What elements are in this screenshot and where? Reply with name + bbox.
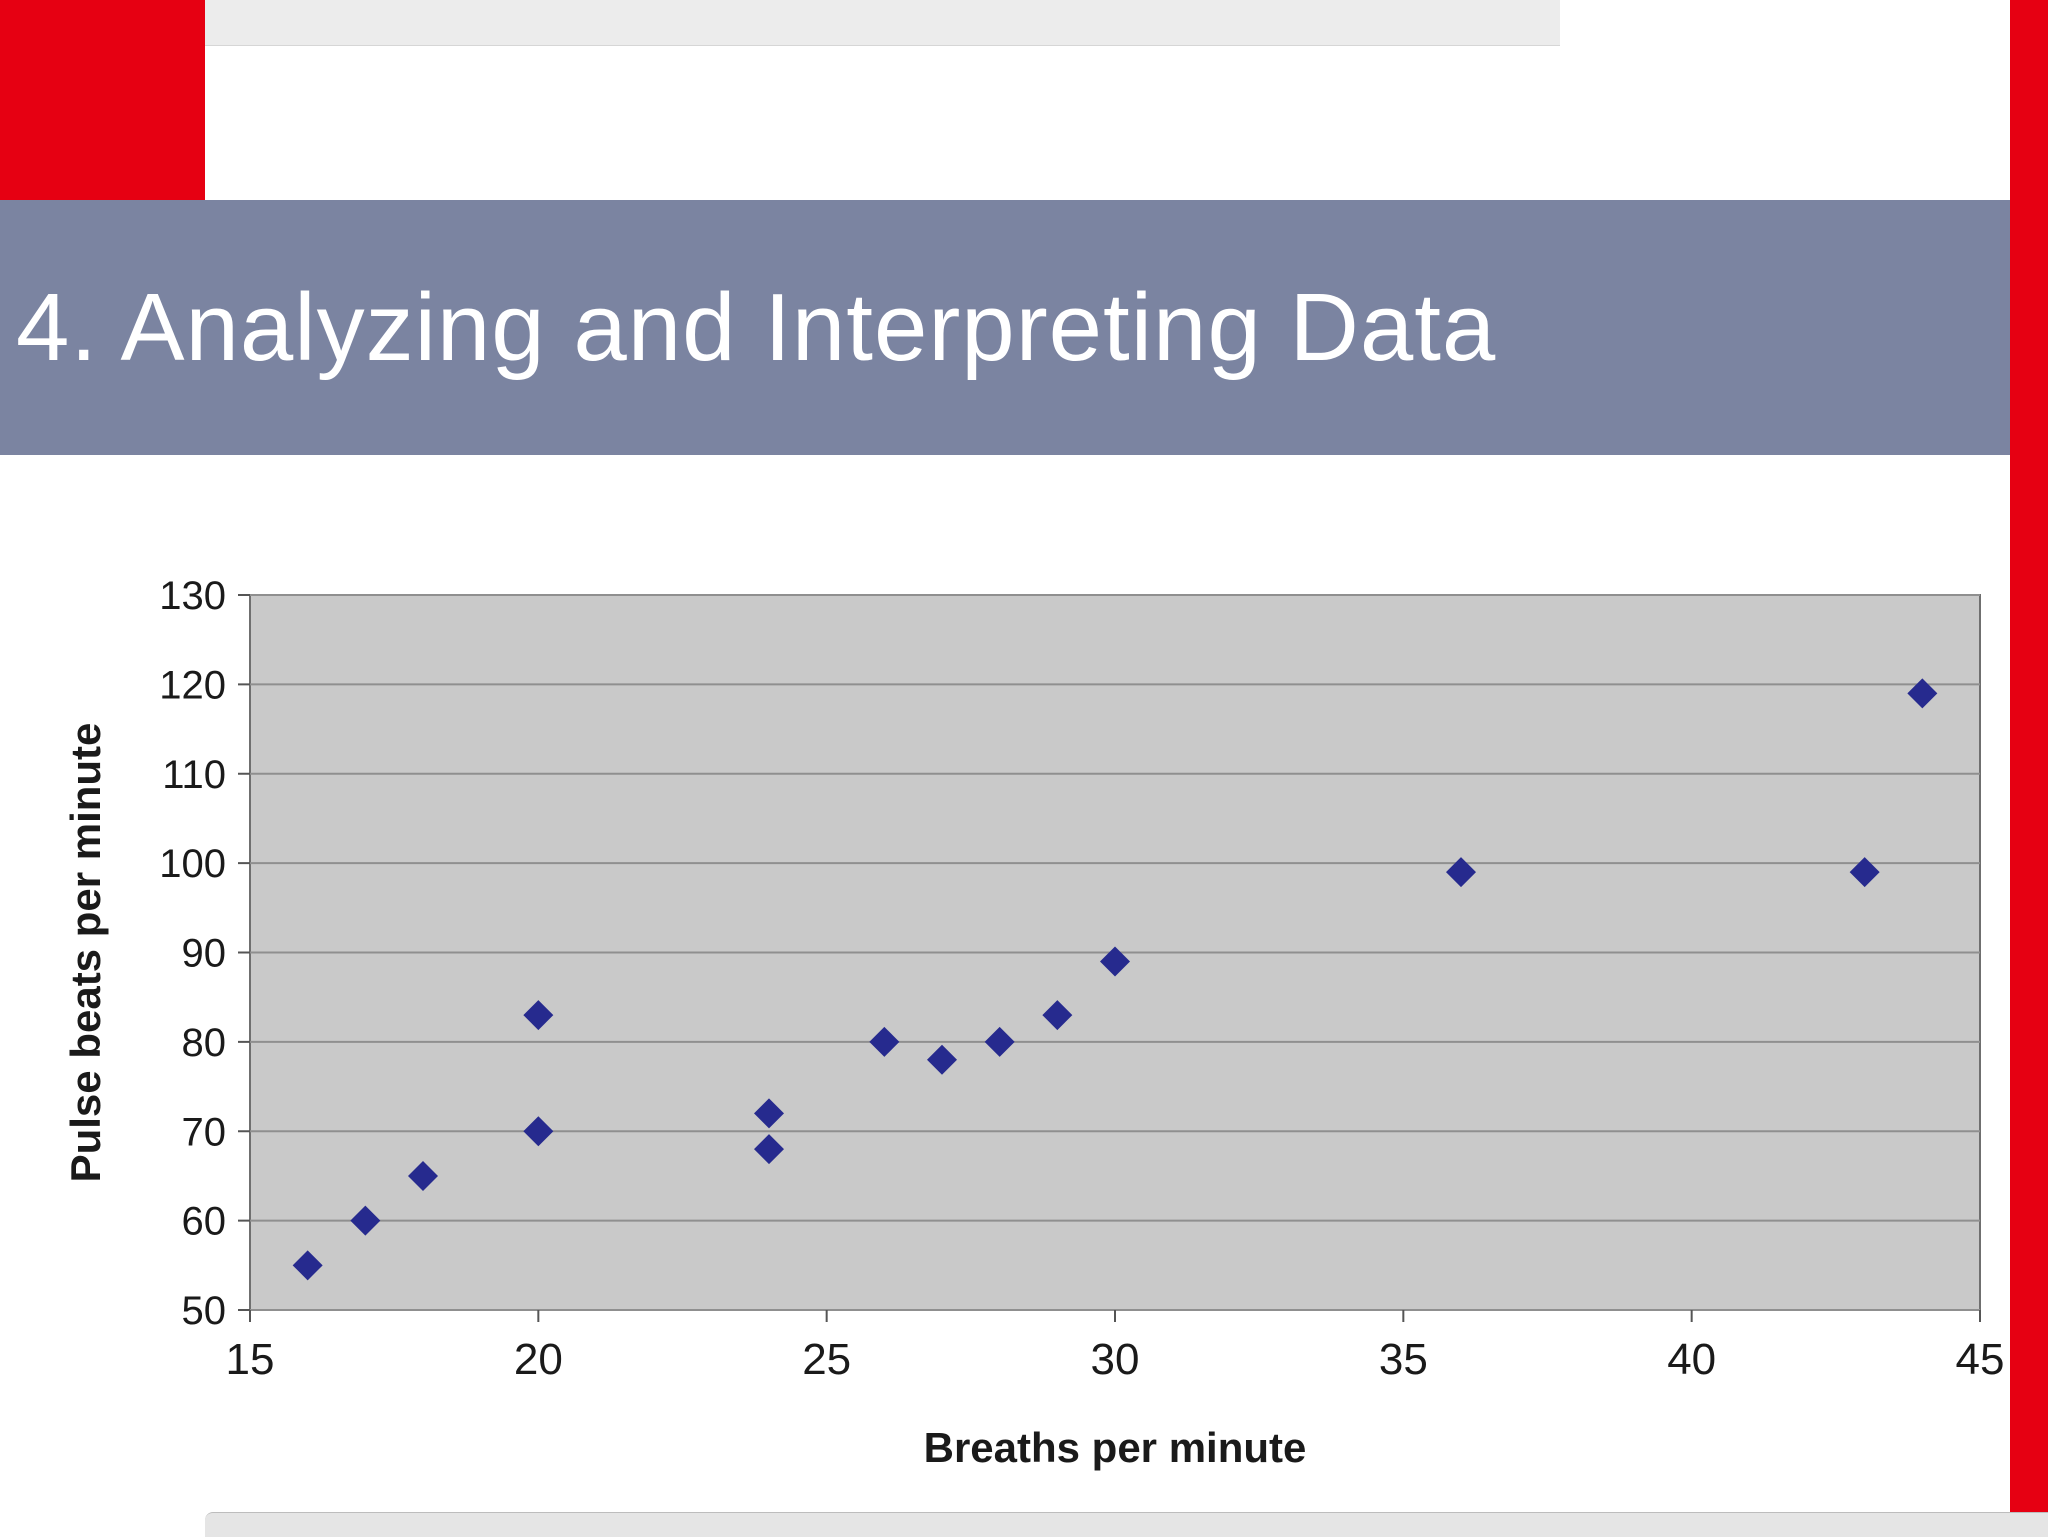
y-tick-label: 130 <box>159 574 226 618</box>
x-tick-label: 20 <box>514 1335 563 1384</box>
data-point <box>1907 678 1938 709</box>
data-point <box>754 1098 784 1129</box>
data-point <box>292 1250 323 1281</box>
data-point <box>523 1000 554 1031</box>
data-point <box>927 1044 957 1075</box>
data-point <box>408 1160 438 1191</box>
y-tick-label: 90 <box>182 932 227 976</box>
x-tick-label: 35 <box>1379 1335 1428 1384</box>
data-point <box>523 1116 554 1147</box>
data-point <box>1100 946 1130 977</box>
y-tick-label: 100 <box>159 842 226 886</box>
data-point <box>754 1134 784 1165</box>
y-tick-label: 70 <box>182 1110 227 1154</box>
top-edge-strip <box>205 0 1560 46</box>
x-tick-label: 40 <box>1667 1335 1716 1384</box>
x-tick-label: 25 <box>802 1335 851 1384</box>
red-right-edge <box>2010 0 2048 1536</box>
x-axis-title: Breaths per minute <box>924 1424 1307 1471</box>
y-tick-label: 80 <box>182 1021 227 1065</box>
y-tick-label: 110 <box>162 753 226 797</box>
slide-title-band: 4. Analyzing and Interpreting Data <box>0 200 2010 455</box>
red-accent-corner <box>0 0 205 200</box>
y-tick-label: 50 <box>182 1289 227 1333</box>
y-tick-label: 60 <box>182 1200 227 1244</box>
scatter-chart: 50 60 70 80 90 100 110 120 130 15 20 25 30 35 40 45 Brea… <box>0 455 2048 1536</box>
y-tick-label: 120 <box>159 663 226 707</box>
data-point <box>1849 857 1880 888</box>
x-tick-label: 30 <box>1091 1335 1140 1384</box>
y-axis-title: Pulse beats per minute <box>62 723 109 1183</box>
slide-title: 4. Analyzing and Interpreting Data <box>16 273 1497 381</box>
bottom-edge-strip <box>205 1512 2048 1537</box>
data-point <box>869 1026 900 1057</box>
data-point <box>984 1026 1015 1057</box>
x-tick-label: 15 <box>226 1335 275 1384</box>
data-point <box>350 1205 381 1236</box>
scatter-plot-canvas: 50 60 70 80 90 100 110 120 130 15 20 25 30 35 40 45 Brea… <box>62 574 2005 1471</box>
data-point <box>1446 857 1476 888</box>
data-point <box>1042 1000 1073 1031</box>
x-tick-label: 45 <box>1956 1335 2005 1384</box>
